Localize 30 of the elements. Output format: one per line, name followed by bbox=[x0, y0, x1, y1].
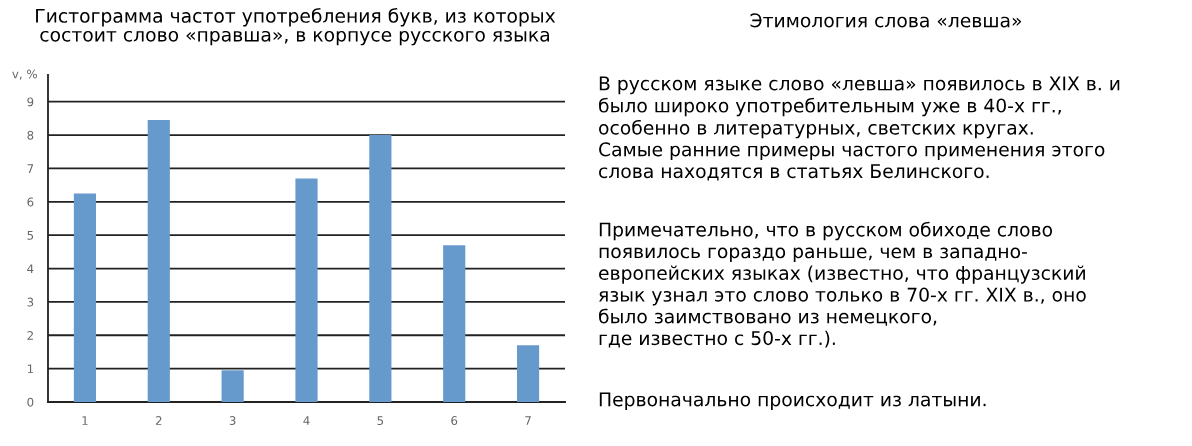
y-axis-title: v, % bbox=[12, 69, 37, 80]
y-tick-label: 3 bbox=[27, 297, 34, 307]
y-tick-label: 7 bbox=[27, 164, 34, 173]
bar bbox=[369, 135, 392, 402]
chart-title: Гистограмма частот употребления букв, из которых состоит слово «правша», в корпусе русского языка bbox=[36, 8, 556, 46]
x-tick-label: 3 bbox=[229, 416, 236, 426]
y-tick-label: 9 bbox=[27, 97, 34, 107]
text: В русском языке слово «левша» появилось в XIX в. и было широко употребительным уже в 40-х гг., особенно в литературных, светских кругах. Самые ранние примеры частого применения этого слова находятся в статьях Белинского. bbox=[599, 76, 1120, 181]
text: Примечательно, что в русском обиходе слово появилось гораздо раньше, чем в западно- европейских языках (известно, что французский язык узнал это слово только в 70-х гг. XIX в., оно было заимствовано из немецкого, где известно с 50-х гг.). bbox=[599, 221, 1086, 348]
x-tick-label: 7 bbox=[525, 416, 531, 425]
bar bbox=[443, 245, 466, 402]
bar bbox=[516, 345, 540, 402]
y-tick-label: 2 bbox=[27, 330, 33, 340]
x-tick-label: 1 bbox=[82, 416, 88, 425]
y-tick-label: 6 bbox=[27, 197, 34, 207]
bar bbox=[221, 370, 244, 402]
x-tick-label: 4 bbox=[303, 416, 310, 425]
y-tick-label: 0 bbox=[27, 397, 34, 407]
y-tick-label: 5 bbox=[27, 231, 34, 240]
bar bbox=[73, 193, 97, 402]
y-tick-label: 1 bbox=[27, 364, 34, 374]
y-tick-label: 4 bbox=[27, 264, 34, 274]
text: Первоначально происходит из латыни. bbox=[599, 392, 986, 411]
text: Этимология слова «левша» bbox=[750, 13, 1022, 28]
y-tick-label: 8 bbox=[27, 130, 34, 140]
bar bbox=[295, 178, 318, 402]
x-tick-label: 5 bbox=[377, 416, 384, 426]
bar bbox=[147, 120, 170, 402]
x-tick-label: 6 bbox=[451, 416, 458, 426]
x-tick-label: 2 bbox=[155, 416, 162, 425]
